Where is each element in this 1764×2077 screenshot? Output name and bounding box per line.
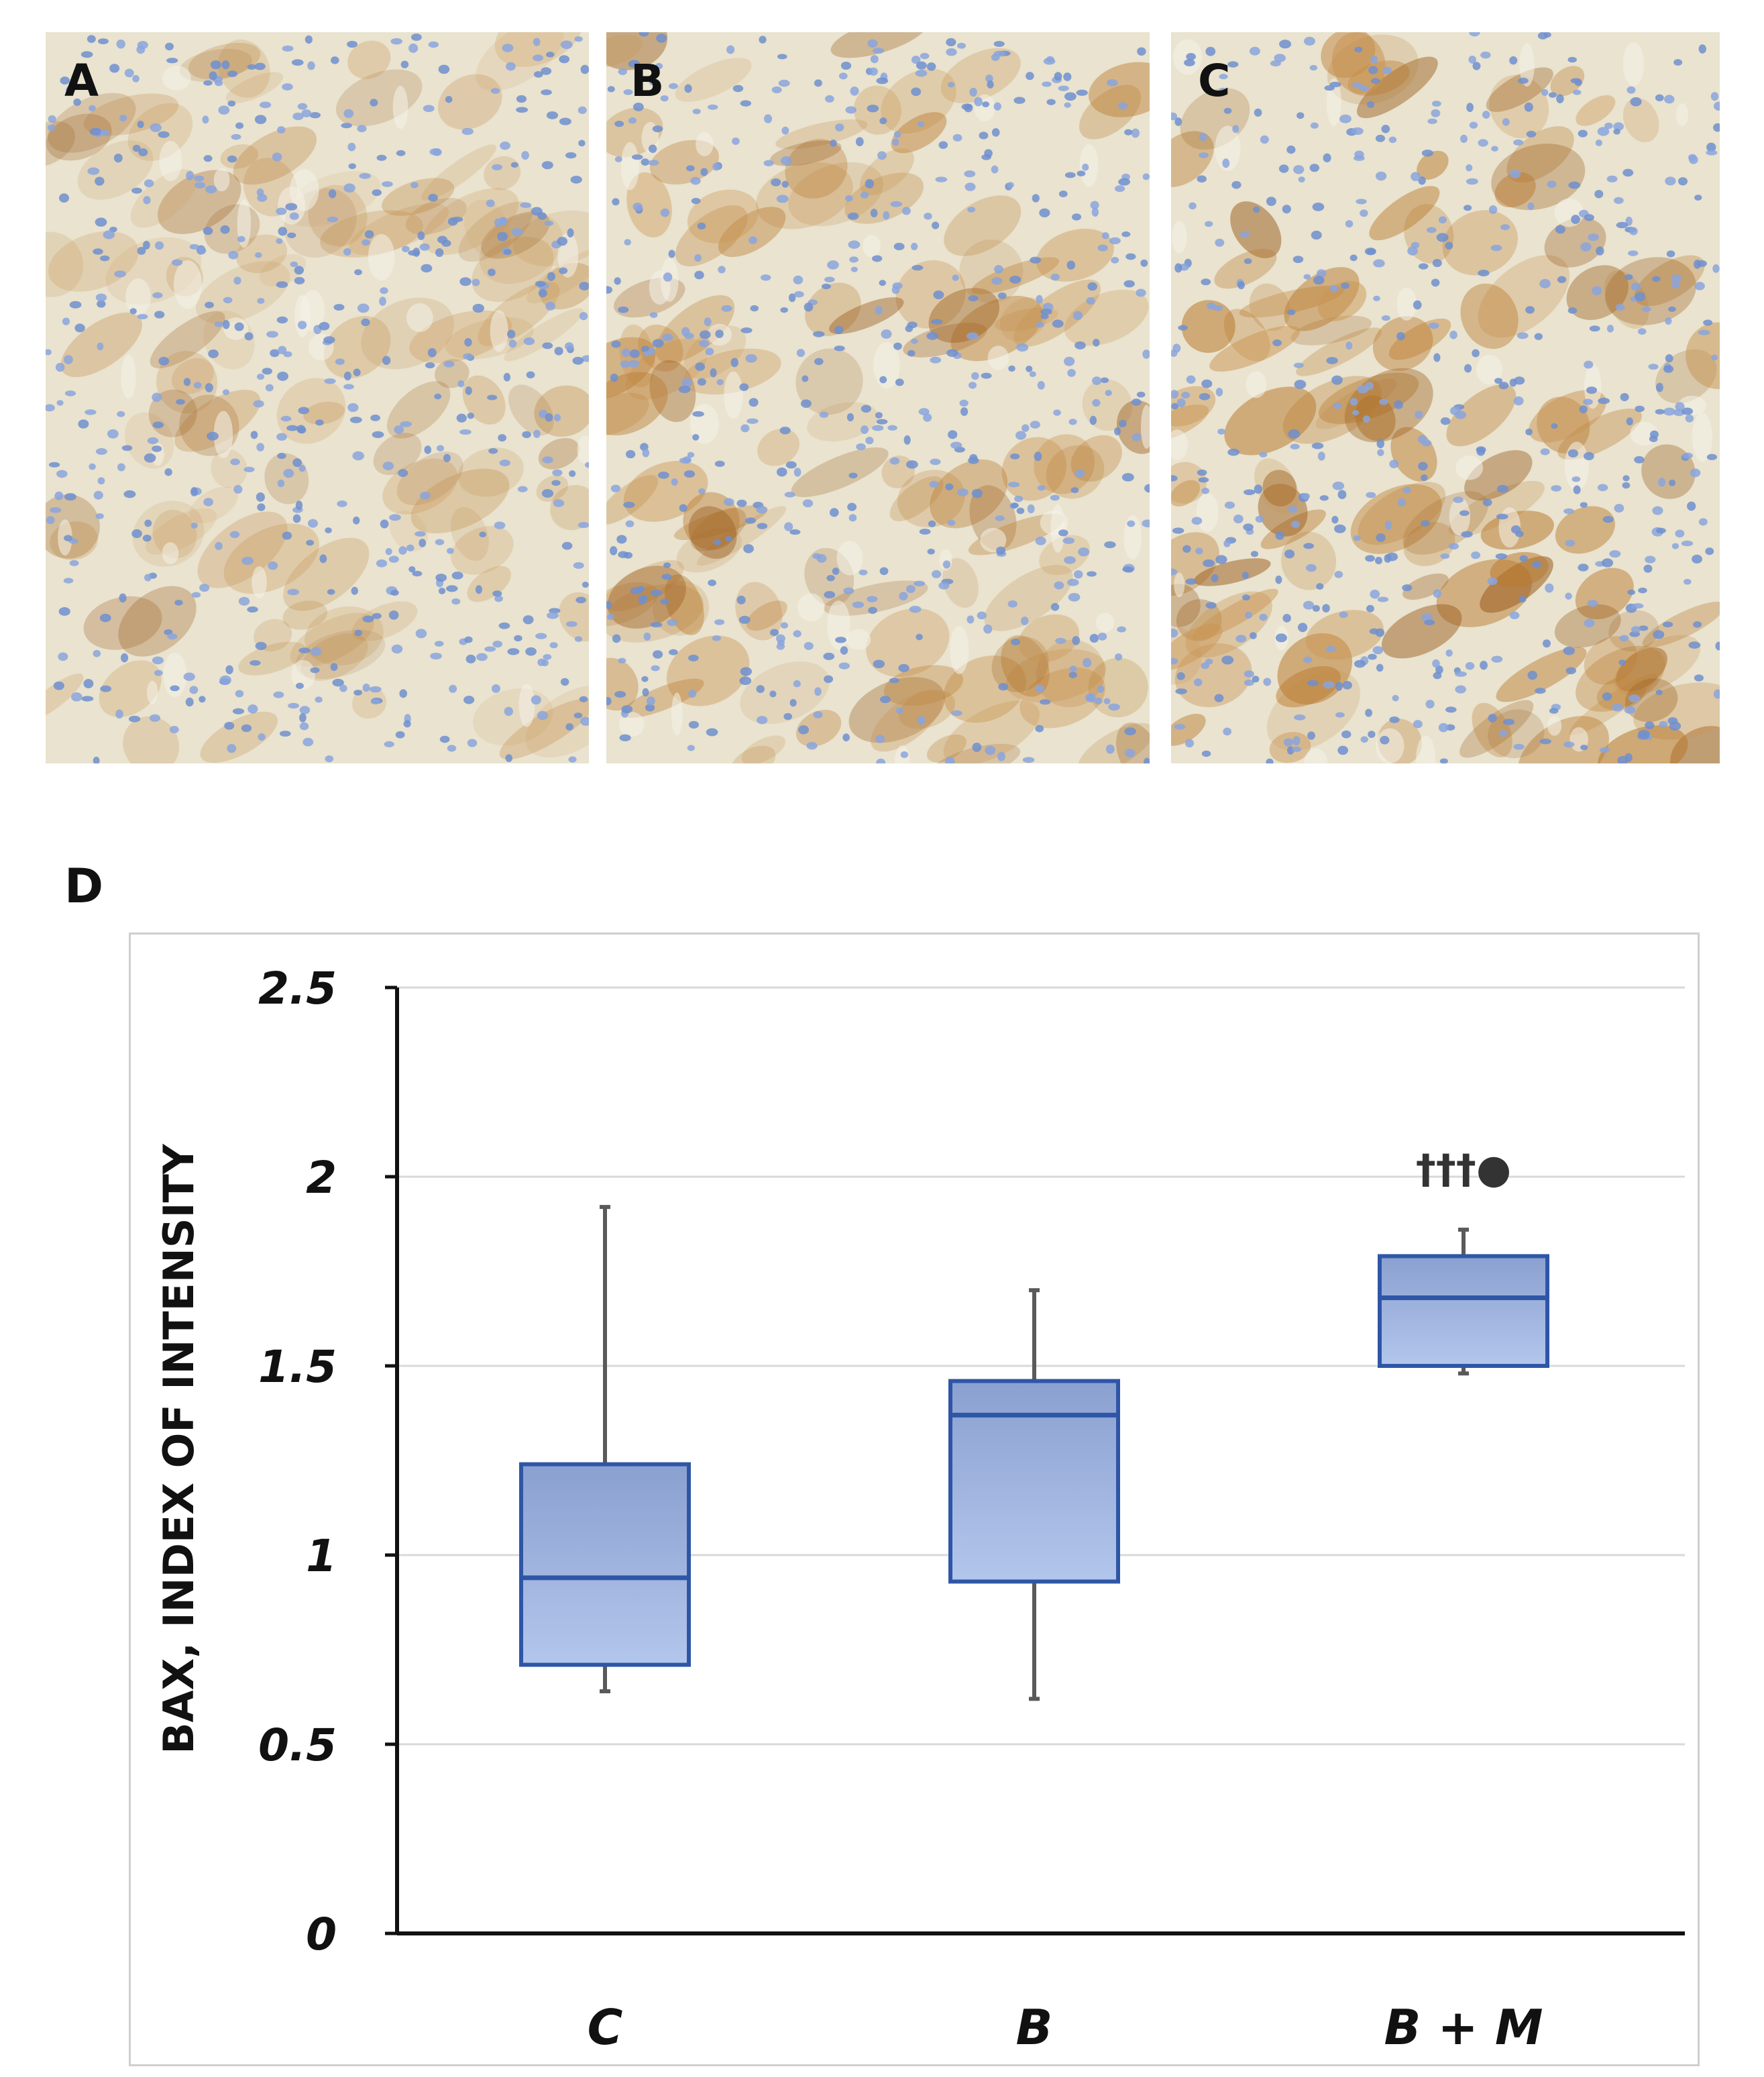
y-tick-label: 0 <box>306 1909 337 1960</box>
y-tick-label: 2.5 <box>258 963 337 1014</box>
x-category-label: C <box>588 1999 623 2056</box>
iqr-box <box>948 1379 1120 1584</box>
y-axis-title: BAX, INDEX OF INTENSITY <box>154 1143 203 1754</box>
panel-label-d: D <box>64 859 104 914</box>
box-1 <box>519 1205 691 1694</box>
iqr-box <box>1378 1254 1549 1368</box>
x-category-label: B + M <box>1384 1999 1543 2056</box>
micrograph-panel-b <box>606 32 1150 763</box>
panel-label-a: A <box>64 55 99 107</box>
y-tick-labels: 0 0.5 1 1.5 2 2.5 <box>258 963 337 1960</box>
y-tick-label: 1.5 <box>258 1341 337 1393</box>
y-tick-label: 1 <box>306 1530 337 1582</box>
box-3: †††● <box>1378 1146 1549 1376</box>
micrograph-panel-a <box>46 32 589 763</box>
significance-annotation: †††● <box>1416 1146 1511 1193</box>
micrograph-image-c <box>1171 32 1720 763</box>
axes <box>385 986 1685 1935</box>
y-tick-label: 2 <box>306 1152 337 1204</box>
iqr-box <box>519 1462 691 1667</box>
panel-label-b: B <box>630 55 665 107</box>
micrograph-panel-c <box>1171 32 1720 763</box>
chart-frame <box>129 933 1700 2066</box>
y-tick-label: 0.5 <box>258 1719 337 1771</box>
box-2 <box>948 1288 1120 1701</box>
x-category-labels: C B B + M <box>588 1999 1543 2056</box>
x-category-label: B <box>1016 1999 1053 2056</box>
micrograph-image-b <box>606 32 1150 763</box>
micrograph-image-a <box>46 32 589 763</box>
panel-label-c: C <box>1198 55 1231 107</box>
boxes: †††● <box>519 1146 1549 1701</box>
